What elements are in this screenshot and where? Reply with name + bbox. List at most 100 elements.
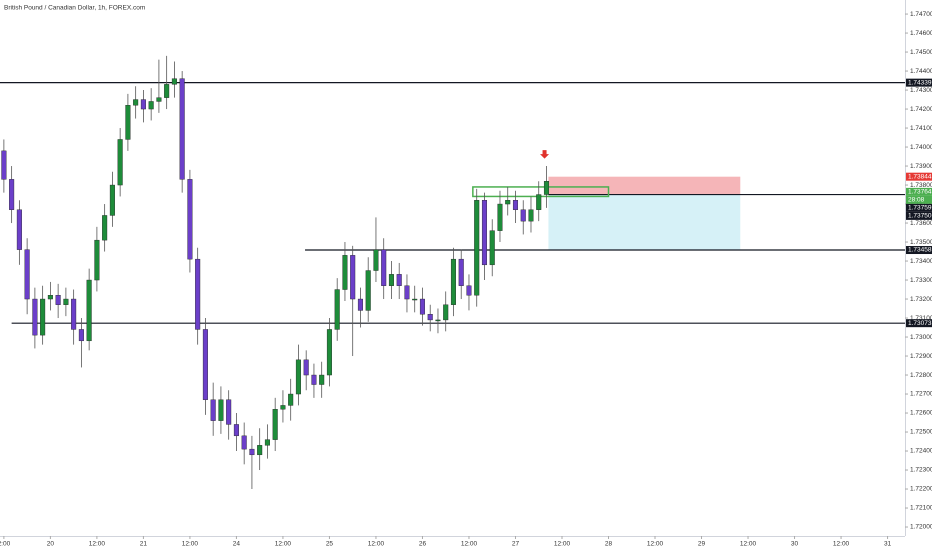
candle-body <box>334 289 340 330</box>
candle-body <box>520 209 526 222</box>
candle-body <box>257 445 263 456</box>
y-tick-label: 1.72700 <box>910 391 932 398</box>
candle-body <box>319 374 325 385</box>
candle-body <box>179 78 185 180</box>
candle-body <box>505 200 511 205</box>
candle-body <box>195 258 201 330</box>
candle-body <box>9 179 15 210</box>
candle-body <box>63 298 69 305</box>
y-tick-label: 1.72600 <box>910 410 932 417</box>
y-tick-label: 1.73000 <box>910 334 932 341</box>
x-tick-label: 31 <box>884 541 892 548</box>
price-label: 1.73458 <box>908 247 932 254</box>
y-tick-label: 1.73500 <box>910 239 932 246</box>
y-tick-label: 1.74700 <box>910 11 932 18</box>
candle-body <box>16 209 22 250</box>
x-tick-label: 21 <box>140 541 148 548</box>
candle-body <box>102 215 108 241</box>
candle-body <box>249 448 255 456</box>
candle-body <box>264 439 270 446</box>
candle-body <box>450 258 456 305</box>
candle-body <box>412 298 418 301</box>
x-tick-label: 12:00 <box>647 541 664 548</box>
y-tick-label: 1.73200 <box>910 296 932 303</box>
candle-body <box>171 78 177 85</box>
price-label-box <box>906 203 932 212</box>
candle-body <box>71 298 77 330</box>
price-label: 1.73750 <box>908 213 932 220</box>
candle-body <box>435 319 441 322</box>
candle-body <box>528 209 534 222</box>
x-tick-label: 2:00 <box>0 541 11 548</box>
y-tick-label: 1.74400 <box>910 68 932 75</box>
x-tick-label: 24 <box>233 541 241 548</box>
price-label: 1.74339 <box>908 79 932 86</box>
countdown-box <box>906 195 932 204</box>
candle-body <box>133 99 139 106</box>
candle-body <box>443 304 449 321</box>
candle-body <box>365 270 371 311</box>
candle-body <box>481 200 488 266</box>
price-label-box <box>906 78 932 87</box>
candle-body <box>47 295 53 300</box>
x-tick-label: 29 <box>698 541 706 548</box>
y-tick-label: 1.73400 <box>910 258 932 265</box>
candle-body <box>396 274 402 286</box>
y-tick-label: 1.72800 <box>910 372 932 379</box>
x-tick-label: 30 <box>791 541 799 548</box>
y-tick-label: 1.72100 <box>910 505 932 512</box>
candle-body <box>311 374 317 385</box>
x-tick-label: 20 <box>47 541 55 548</box>
candle-body <box>357 298 363 311</box>
y-tick-label: 1.73900 <box>910 163 932 170</box>
y-tick-label: 1.72400 <box>910 448 932 455</box>
arrow-marker <box>540 150 550 159</box>
candle-body <box>427 314 433 321</box>
candle-body <box>342 255 348 290</box>
candle-body <box>474 200 480 296</box>
candle-body <box>536 194 542 210</box>
x-tick-label: 12:00 <box>368 541 385 548</box>
y-tick-label: 1.73300 <box>910 277 932 284</box>
candle-body <box>140 99 146 110</box>
price-label-box <box>906 211 932 220</box>
countdown: 28:08 <box>908 197 925 204</box>
price-label: 1.73759 <box>908 205 932 212</box>
x-tick-label: 12:00 <box>554 541 571 548</box>
y-tick-label: 1.74100 <box>910 125 932 132</box>
candle-body <box>295 359 301 395</box>
y-tick-label: 1.72300 <box>910 467 932 474</box>
candle-body <box>94 239 100 281</box>
candle-body <box>218 399 224 421</box>
x-tick-label: 12:00 <box>182 541 199 548</box>
candle-body <box>40 298 46 336</box>
candle-body <box>1 150 7 180</box>
candle-body <box>326 329 332 376</box>
candle-body <box>419 298 425 315</box>
candle-body <box>86 279 92 342</box>
y-tick-label: 1.73800 <box>910 182 932 189</box>
candle-body <box>497 203 503 231</box>
candle-body <box>404 285 410 300</box>
price-label-box <box>906 246 932 255</box>
price-label: 1.73073 <box>908 320 932 327</box>
y-tick-label: 1.73100 <box>910 315 932 322</box>
candle-body <box>241 435 247 450</box>
candle-body <box>55 295 61 305</box>
candle-body <box>458 258 464 286</box>
candle-body <box>280 405 286 410</box>
x-tick-label: 25 <box>326 541 334 548</box>
x-tick-label: 12:00 <box>461 541 478 548</box>
candle-body <box>373 249 379 271</box>
y-tick-label: 1.73600 <box>910 220 932 227</box>
candle-body <box>24 249 30 300</box>
candle-body <box>117 139 123 186</box>
candle-body <box>303 359 309 376</box>
y-tick-label: 1.74000 <box>910 144 932 151</box>
candle-body <box>164 84 170 98</box>
candle-body <box>489 230 495 266</box>
x-tick-label: 12:00 <box>740 541 757 548</box>
x-tick-label: 27 <box>512 541 520 548</box>
x-tick-label: 12:00 <box>833 541 850 548</box>
